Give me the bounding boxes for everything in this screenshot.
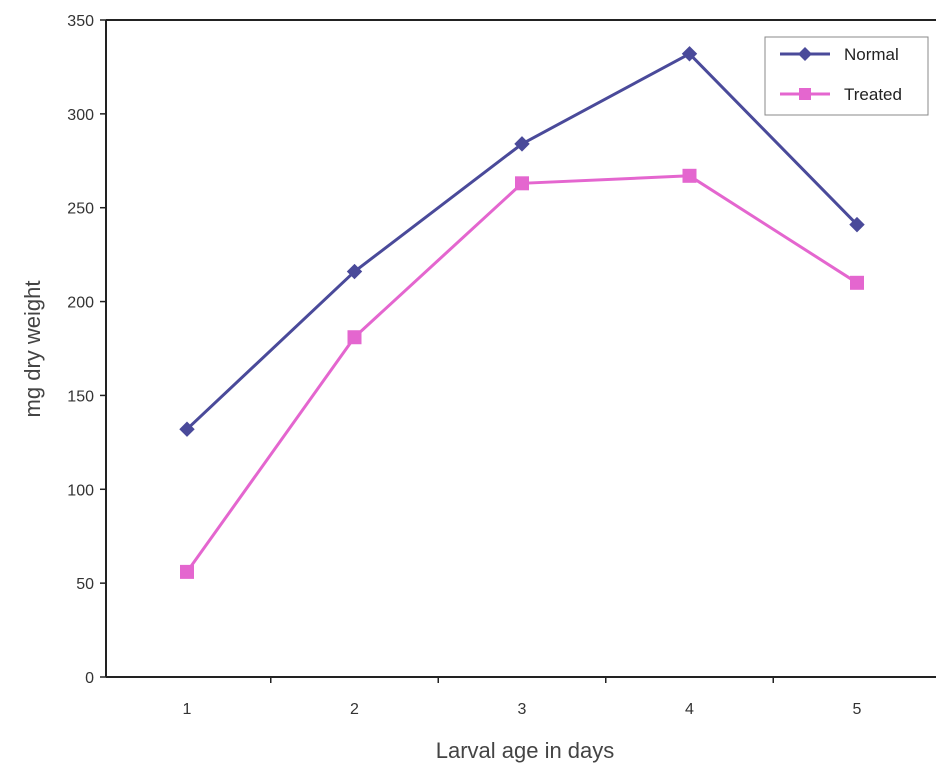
legend-marker-normal [798, 47, 812, 61]
y-axis: 0 50 100 150 200 250 300 350 [67, 13, 106, 687]
data-point [179, 421, 195, 437]
y-tick-label: 50 [76, 576, 94, 593]
x-tick-label: 4 [685, 701, 694, 718]
data-point [682, 168, 697, 183]
x-axis-title: Larval age in days [436, 738, 615, 763]
y-tick-label: 300 [67, 107, 94, 124]
y-tick-label: 350 [67, 13, 94, 30]
data-point [347, 330, 362, 345]
data-point [850, 275, 864, 290]
y-tick-label: 0 [85, 670, 94, 687]
series-treated [180, 168, 864, 579]
data-point [681, 46, 698, 62]
data-point [180, 564, 194, 579]
legend-item-normal: Normal [780, 45, 899, 64]
plot-frame [105, 19, 936, 678]
y-tick-label: 150 [67, 388, 94, 405]
x-tick-label: 1 [183, 701, 192, 718]
x-tick-label: 5 [853, 701, 862, 718]
legend-item-treated: Treated [780, 85, 902, 104]
legend-label-treated: Treated [844, 85, 902, 104]
y-tick-label: 250 [67, 201, 94, 218]
series-layer [179, 46, 865, 579]
series-line-treated [185, 174, 858, 573]
series-line-normal [185, 52, 859, 431]
y-tick-label: 100 [67, 482, 94, 499]
series-normal [179, 46, 865, 437]
x-axis: 1 2 3 4 5 [183, 677, 862, 718]
legend-box [764, 36, 929, 116]
x-tick-label: 2 [350, 701, 359, 718]
data-point [849, 216, 865, 233]
x-tick-label: 3 [518, 701, 527, 718]
data-point [346, 263, 363, 280]
y-axis-title: mg dry weight [20, 281, 45, 418]
data-point [514, 136, 530, 152]
legend-marker-treated [799, 88, 811, 100]
data-point [515, 176, 529, 191]
legend: Normal Treated [764, 36, 929, 116]
legend-label-normal: Normal [844, 45, 899, 64]
y-tick-label: 200 [67, 295, 94, 312]
